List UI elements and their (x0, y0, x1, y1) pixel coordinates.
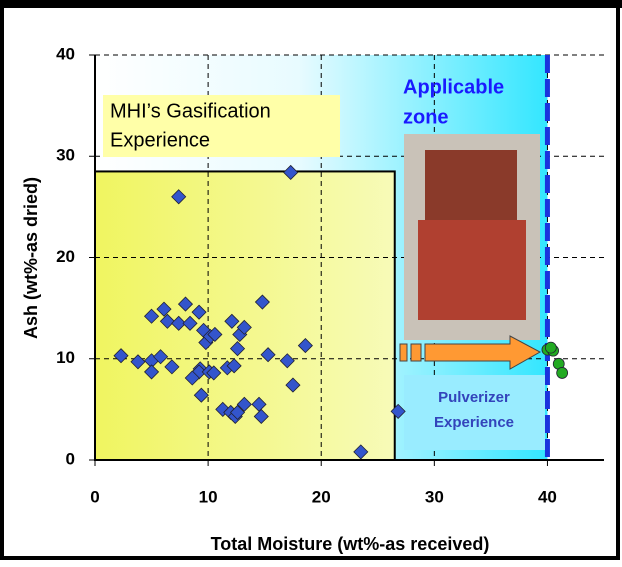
annotation: Applicable (403, 76, 504, 98)
y-tick-label: 0 (66, 449, 75, 468)
data-point (253, 408, 269, 425)
data-point (159, 313, 175, 329)
y-tick-label: 30 (56, 146, 75, 165)
overlay: MHI’s Gasification Experience Applicable… (103, 76, 545, 450)
y-tick-label: 20 (56, 247, 75, 266)
data-point (113, 348, 129, 364)
data-point (285, 377, 301, 393)
annotation: Experience (110, 129, 210, 151)
annotation: MHI’s Gasification (110, 100, 271, 122)
data-point (182, 315, 198, 331)
data-point (283, 164, 299, 181)
data-point (171, 189, 187, 205)
data-point (143, 364, 160, 380)
annotation-box (103, 95, 340, 157)
data-point (156, 301, 172, 317)
arrow-part (410, 343, 422, 362)
data-point (236, 396, 252, 412)
data-point (207, 326, 223, 343)
x-tick-label: 20 (312, 487, 331, 506)
x-tick-label: 30 (425, 487, 444, 506)
data-point (236, 319, 252, 335)
x-tick-label: 10 (199, 487, 218, 506)
photo-detail (418, 220, 526, 320)
data-point (229, 404, 246, 420)
y-axis-title: Ash (wt%-as dried) (21, 177, 41, 339)
arrow (424, 335, 542, 370)
data-point (556, 367, 569, 379)
x-tick-label: 0 (90, 487, 99, 506)
data-point (153, 349, 169, 365)
data-point (177, 296, 194, 312)
data-point (143, 308, 160, 324)
annotation: Experience (434, 414, 514, 431)
data-point (193, 387, 209, 403)
x-tick-label: 40 (538, 487, 557, 506)
annotation: Pulverizer (438, 389, 510, 406)
data-point (224, 313, 240, 329)
data-point (226, 358, 242, 374)
photo-detail (425, 150, 517, 220)
data-point (184, 370, 200, 386)
top-bar (0, 0, 622, 8)
data-point (164, 359, 180, 375)
annotation: zone (403, 106, 449, 128)
data-point (130, 354, 146, 370)
data-point (254, 294, 270, 310)
experience-region (94, 170, 396, 461)
data-point (229, 341, 246, 357)
arrow-part (399, 343, 408, 362)
data-point (390, 403, 406, 419)
data-point (171, 315, 187, 331)
data-point (206, 365, 222, 381)
data-point (353, 444, 369, 460)
data-point (544, 341, 557, 354)
annotation-box (404, 375, 545, 450)
data-point (279, 353, 295, 369)
x-axis-title: Total Moisture (wt%-as received) (211, 534, 490, 554)
y-tick-label: 10 (56, 348, 75, 367)
y-tick-label: 40 (56, 44, 75, 63)
data-point (260, 347, 276, 363)
data-point (191, 304, 207, 320)
data-point (297, 338, 313, 354)
